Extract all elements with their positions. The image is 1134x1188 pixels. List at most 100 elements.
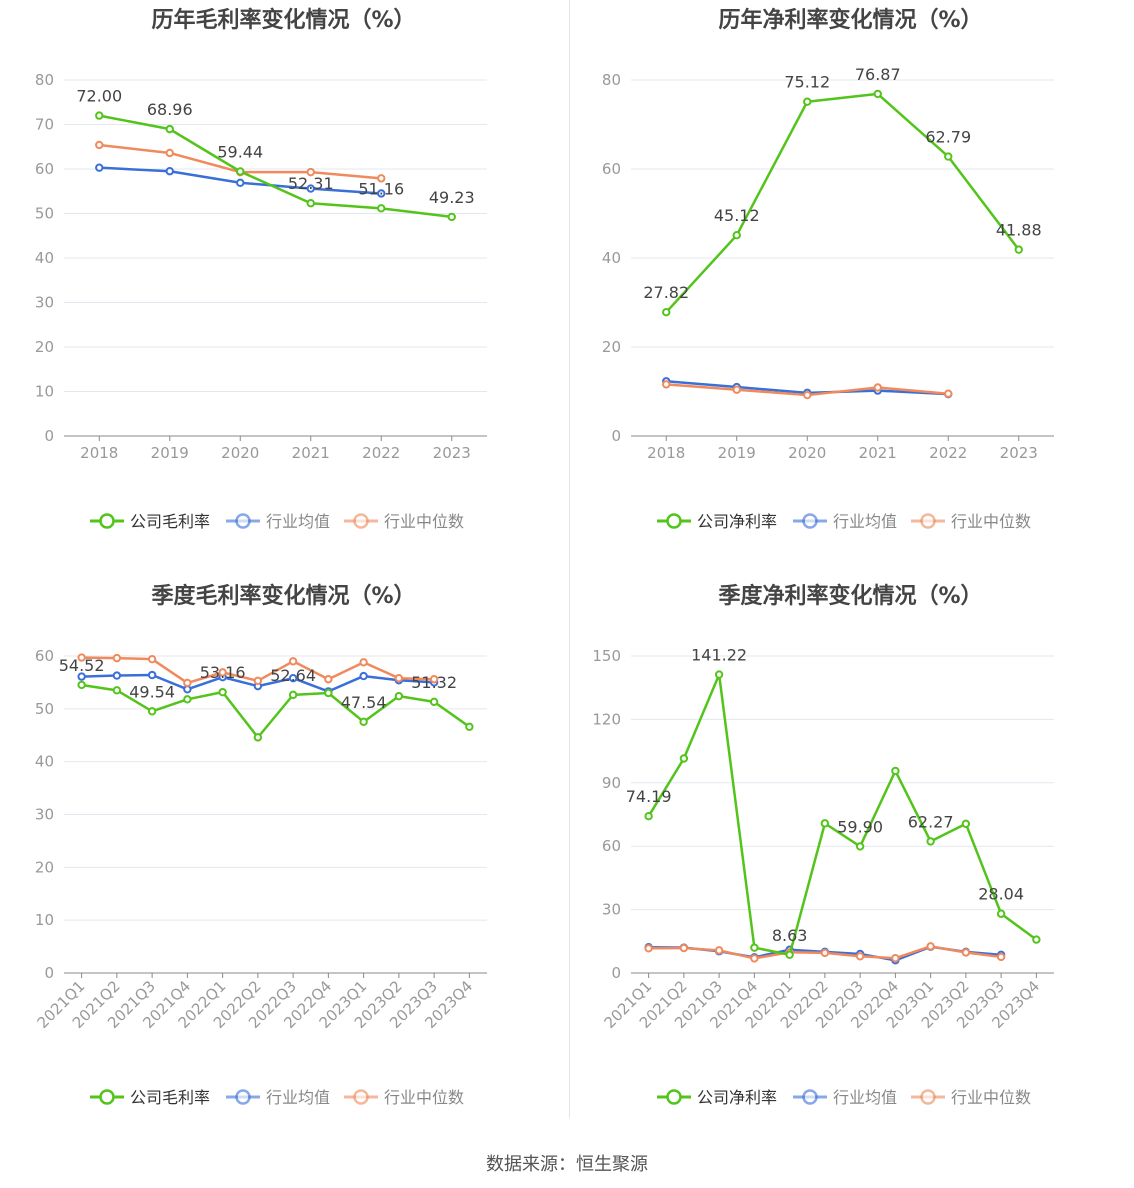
- legend-item-company[interactable]: 公司净利率: [657, 512, 777, 531]
- data-point-median: [926, 942, 935, 951]
- y-tick-label: 10: [35, 383, 54, 401]
- data-point-company: [147, 707, 157, 716]
- data-label: 68.96: [147, 100, 193, 119]
- legend-item-company[interactable]: 公司净利率: [657, 1088, 777, 1107]
- y-tick-label: 120: [592, 710, 621, 728]
- data-label: 51.16: [358, 179, 404, 198]
- y-tick-label: 50: [35, 205, 54, 223]
- data-point-company: [714, 670, 724, 679]
- legend-item-median[interactable]: 行业中位数: [911, 512, 1031, 531]
- legend-label: 行业中位数: [384, 1088, 464, 1107]
- x-tick-label: 2018: [647, 444, 685, 462]
- legend-label: 行业中位数: [951, 1088, 1031, 1107]
- data-point-company: [465, 722, 474, 731]
- y-tick-label: 80: [602, 71, 621, 89]
- legend-item-company[interactable]: 公司毛利率: [90, 512, 210, 531]
- chart-quarterly-gross: 01020304050602021Q12021Q22021Q32021Q4202…: [34, 647, 487, 1107]
- data-point-avg: [236, 178, 245, 187]
- data-point-median: [218, 668, 227, 677]
- data-point-median: [147, 654, 157, 664]
- x-tick-label: 2022: [362, 444, 400, 462]
- data-label: 59.44: [217, 142, 263, 161]
- data-point-median: [324, 675, 333, 684]
- data-point-median: [750, 954, 759, 963]
- x-tick-label: 2021: [292, 444, 330, 462]
- data-point-median: [662, 380, 671, 389]
- data-label: 45.12: [714, 206, 760, 225]
- y-tick-label: 70: [35, 116, 54, 134]
- data-label: 8.63: [772, 926, 808, 945]
- y-tick-label: 60: [602, 837, 621, 855]
- y-tick-label: 0: [611, 427, 621, 445]
- data-label: 141.22: [691, 646, 747, 665]
- x-tick-label: 2019: [718, 444, 756, 462]
- legend-item-avg[interactable]: 行业均值: [226, 512, 330, 531]
- chart-panel-annual-net: 历年净利率变化情况（%） 0 20 40 60 80 2018 2019 2020 2021 20…: [567, 0, 1134, 575]
- data-point-median: [359, 658, 368, 667]
- data-point-company: [95, 111, 104, 120]
- data-point-company: [820, 819, 830, 828]
- data-label: 49.23: [429, 188, 475, 207]
- panel-divider: [569, 0, 570, 1118]
- data-point-company: [750, 943, 759, 952]
- data-label: 28.04: [978, 885, 1024, 904]
- data-label: 62.27: [908, 812, 954, 831]
- data-point-median: [95, 140, 104, 150]
- data-point-company: [855, 842, 865, 851]
- data-point-median: [855, 952, 865, 961]
- data-point-company: [236, 167, 245, 176]
- series-line-company: [81, 683, 471, 739]
- data-label: 76.87: [855, 65, 901, 84]
- x-tick-label: 2023: [433, 444, 471, 462]
- x-tick-label: 2018: [80, 444, 118, 462]
- data-label: 47.54: [341, 693, 387, 712]
- data-point-median: [77, 653, 86, 662]
- chart-annual-net: 0 20 40 60 80 2018 2019 2020 2021 2022 2023 27.82 45…: [602, 65, 1054, 531]
- legend-item-avg[interactable]: 行业均值: [226, 1088, 330, 1107]
- legend-marker: [802, 513, 818, 529]
- data-point-company: [288, 690, 298, 700]
- legend-label: 行业中位数: [384, 512, 464, 531]
- data-point-company: [359, 717, 368, 727]
- legend-item-company[interactable]: 公司毛利率: [90, 1088, 210, 1107]
- data-point-median: [377, 174, 386, 183]
- legend-label: 行业均值: [266, 512, 330, 531]
- legend-item-avg[interactable]: 行业均值: [793, 512, 897, 531]
- data-point-company: [324, 688, 333, 698]
- legend-marker: [235, 513, 251, 529]
- legend-marker: [666, 1089, 682, 1105]
- series-line-company: [647, 673, 1038, 957]
- data-point-median: [996, 952, 1006, 962]
- data-point-median: [732, 385, 741, 394]
- data-point-avg: [95, 163, 104, 172]
- data-point-company: [803, 97, 812, 106]
- y-tick-label: 40: [35, 249, 54, 267]
- data-point-avg: [112, 671, 122, 680]
- legend-item-median[interactable]: 行业中位数: [911, 1088, 1031, 1107]
- chart-panel-annual-gross: 历年毛利率变化情况（%） 0 10 20 30 40 50 60 70 80 2018 2019 20…: [0, 0, 567, 575]
- legend-item-median[interactable]: 行业中位数: [344, 1088, 464, 1107]
- legend-marker: [353, 513, 369, 529]
- x-tick-label: 2020: [221, 444, 259, 462]
- data-point-median: [112, 653, 122, 663]
- data-point-company: [1014, 245, 1023, 254]
- data-point-company: [377, 204, 386, 213]
- data-point-company: [429, 697, 439, 707]
- y-tick-label: 20: [35, 858, 54, 876]
- data-point-avg: [377, 189, 386, 198]
- data-point-company: [785, 950, 794, 959]
- y-tick-label: 60: [35, 647, 54, 665]
- legend-marker: [99, 1089, 115, 1105]
- y-tick-label: 60: [602, 160, 621, 178]
- data-point-company: [996, 909, 1006, 918]
- data-label: 59.90: [837, 817, 883, 836]
- chart-quarterly-net: 03060901201502021Q12021Q22021Q32021Q4202…: [592, 646, 1054, 1107]
- legend-marker: [920, 1089, 936, 1105]
- data-point-company: [165, 124, 174, 134]
- legend-item-avg[interactable]: 行业均值: [793, 1088, 897, 1107]
- y-tick-label: 50: [35, 700, 54, 718]
- legend-item-median[interactable]: 行业中位数: [344, 512, 464, 531]
- y-tick-label: 40: [35, 753, 54, 771]
- x-tick-label: 2022: [929, 444, 967, 462]
- data-point-median: [679, 943, 689, 953]
